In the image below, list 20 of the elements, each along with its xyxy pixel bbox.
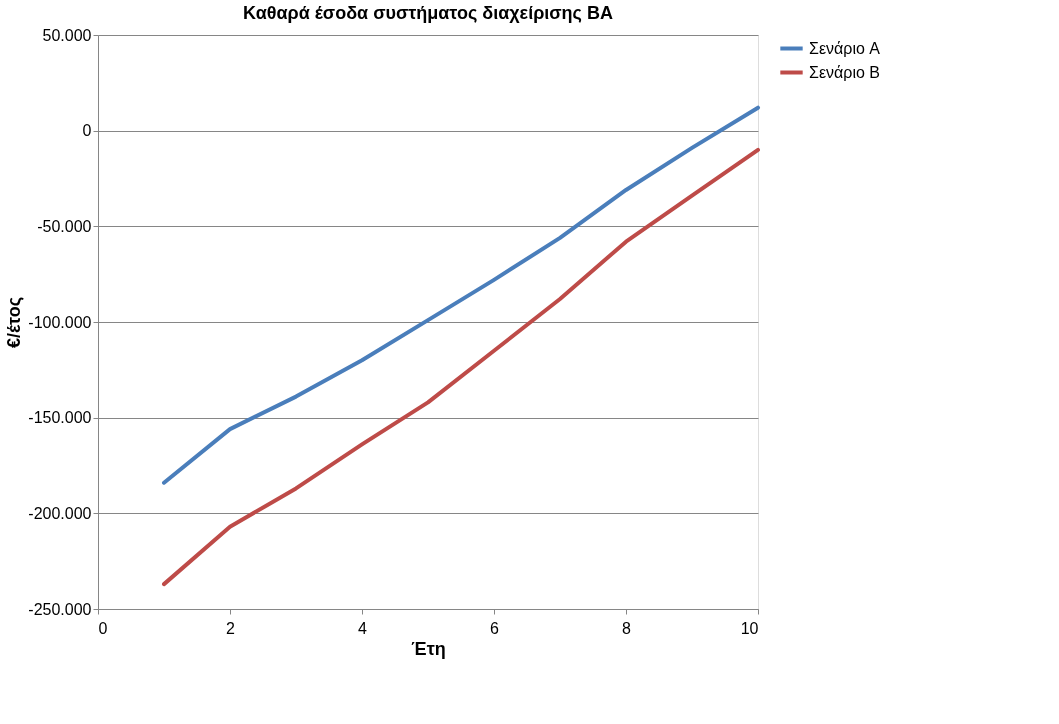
y-tick-label: 0	[82, 122, 92, 140]
y-tick-label: -250.000	[28, 600, 92, 618]
x-tick-label: 8	[622, 619, 632, 637]
x-tick-label: 6	[490, 619, 500, 637]
y-tick-label: -200.000	[28, 504, 92, 522]
y-tick-label: -150.000	[28, 409, 92, 427]
x-tick-label: 0	[98, 619, 108, 637]
x-tick-label: 10	[740, 619, 759, 637]
y-axis-title: €/έτος	[4, 296, 25, 349]
chart-title: Καθαρά έσοδα συστήματος διαχείρισης ΒΑ	[243, 3, 613, 23]
line-series	[162, 105, 760, 485]
line-series	[162, 147, 760, 587]
x-axis-title: Έτη	[411, 638, 446, 659]
legend-label: Σενάριο A	[809, 39, 881, 57]
y-tick-label: 50.000	[42, 26, 92, 44]
y-tick-label: -100.000	[28, 313, 92, 331]
x-tick-label: 4	[358, 619, 368, 637]
y-tick-label: -50.000	[37, 217, 92, 235]
x-tick-label: 2	[226, 619, 236, 637]
legend-label: Σενάριο B	[809, 63, 880, 81]
